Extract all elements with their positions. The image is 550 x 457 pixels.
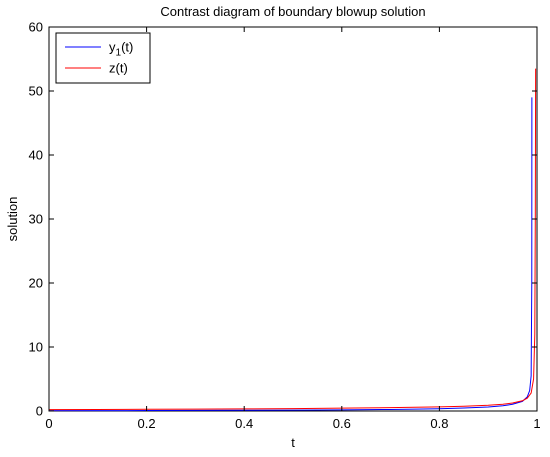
x-tick-label: 0.2 (138, 416, 156, 431)
x-tick-label: 0.6 (333, 416, 351, 431)
y-tick-label: 50 (29, 84, 43, 99)
legend-label-2: z(t) (109, 61, 128, 76)
x-tick-label: 0 (45, 416, 52, 431)
x-tick-label: 0.4 (235, 416, 253, 431)
plot-frame (48, 26, 538, 412)
y-tick-label: 10 (29, 340, 43, 355)
x-axis-label: t (291, 435, 295, 450)
plot-area (48, 26, 538, 412)
y-tick-label: 30 (29, 212, 43, 227)
legend: y1(t) z(t) (55, 32, 151, 84)
y-tick-label: 20 (29, 276, 43, 291)
legend-box (55, 32, 151, 84)
x-tick-label: 0.8 (430, 416, 448, 431)
series-line-1 (48, 97, 533, 412)
chart-title: Contrast diagram of boundary blowup solu… (160, 4, 425, 19)
y-tick-label: 40 (29, 148, 43, 163)
y-tick-label: 0 (36, 404, 43, 419)
y-axis-label: solution (5, 197, 20, 242)
series-line-2 (48, 68, 537, 411)
legend-label-1: y1(t) (109, 40, 133, 59)
y-tick-label: 60 (29, 20, 43, 35)
x-tick-label: 1 (533, 416, 540, 431)
series-layer (48, 68, 537, 412)
